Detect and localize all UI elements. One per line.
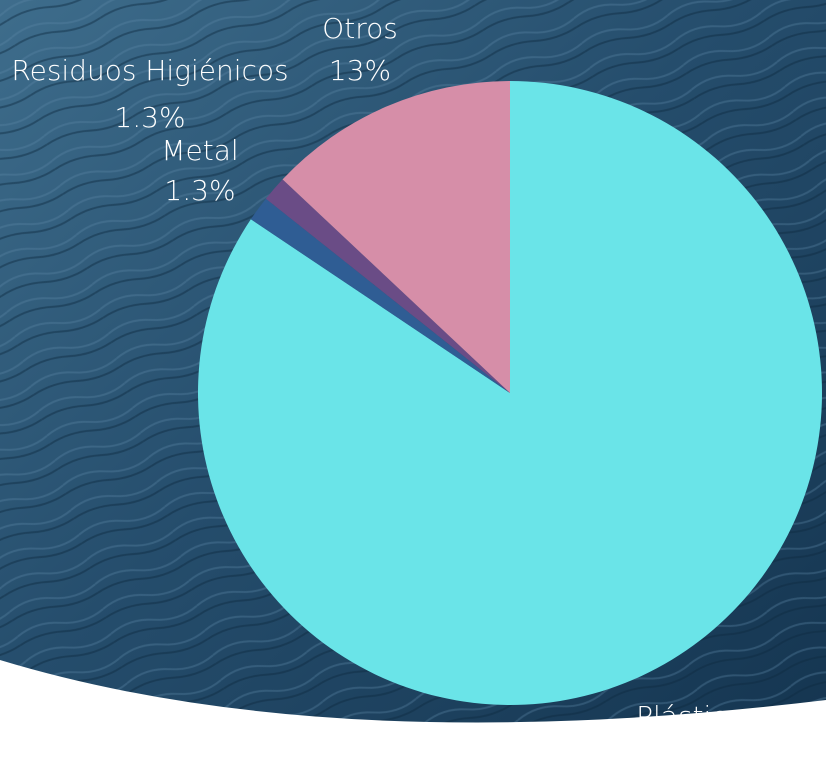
- label-metal-name: Metal: [161, 134, 238, 167]
- label-residuos-name: Residuos Higiénicos: [11, 54, 288, 87]
- label-residuos-value: 1.3%: [114, 101, 185, 134]
- label-metal-value: 1.3%: [164, 174, 235, 207]
- label-otros-name: Otros: [322, 12, 398, 45]
- pie-slices: [197, 81, 822, 705]
- label-plastico-name: Plástico: [636, 700, 744, 733]
- label-plastico-value: 84.4%: [646, 742, 735, 775]
- slice-labels: Otros 13% Residuos Higiénicos 1.3% Metal…: [11, 12, 743, 775]
- white-wave-band: [0, 660, 826, 775]
- pie-slice-residuos-higienicos: [265, 179, 510, 393]
- pie-slice-plastico: [197, 81, 822, 705]
- label-otros-value: 13%: [329, 54, 391, 87]
- pie-slice-metal: [250, 198, 511, 393]
- pie-slice-otros: [282, 81, 510, 393]
